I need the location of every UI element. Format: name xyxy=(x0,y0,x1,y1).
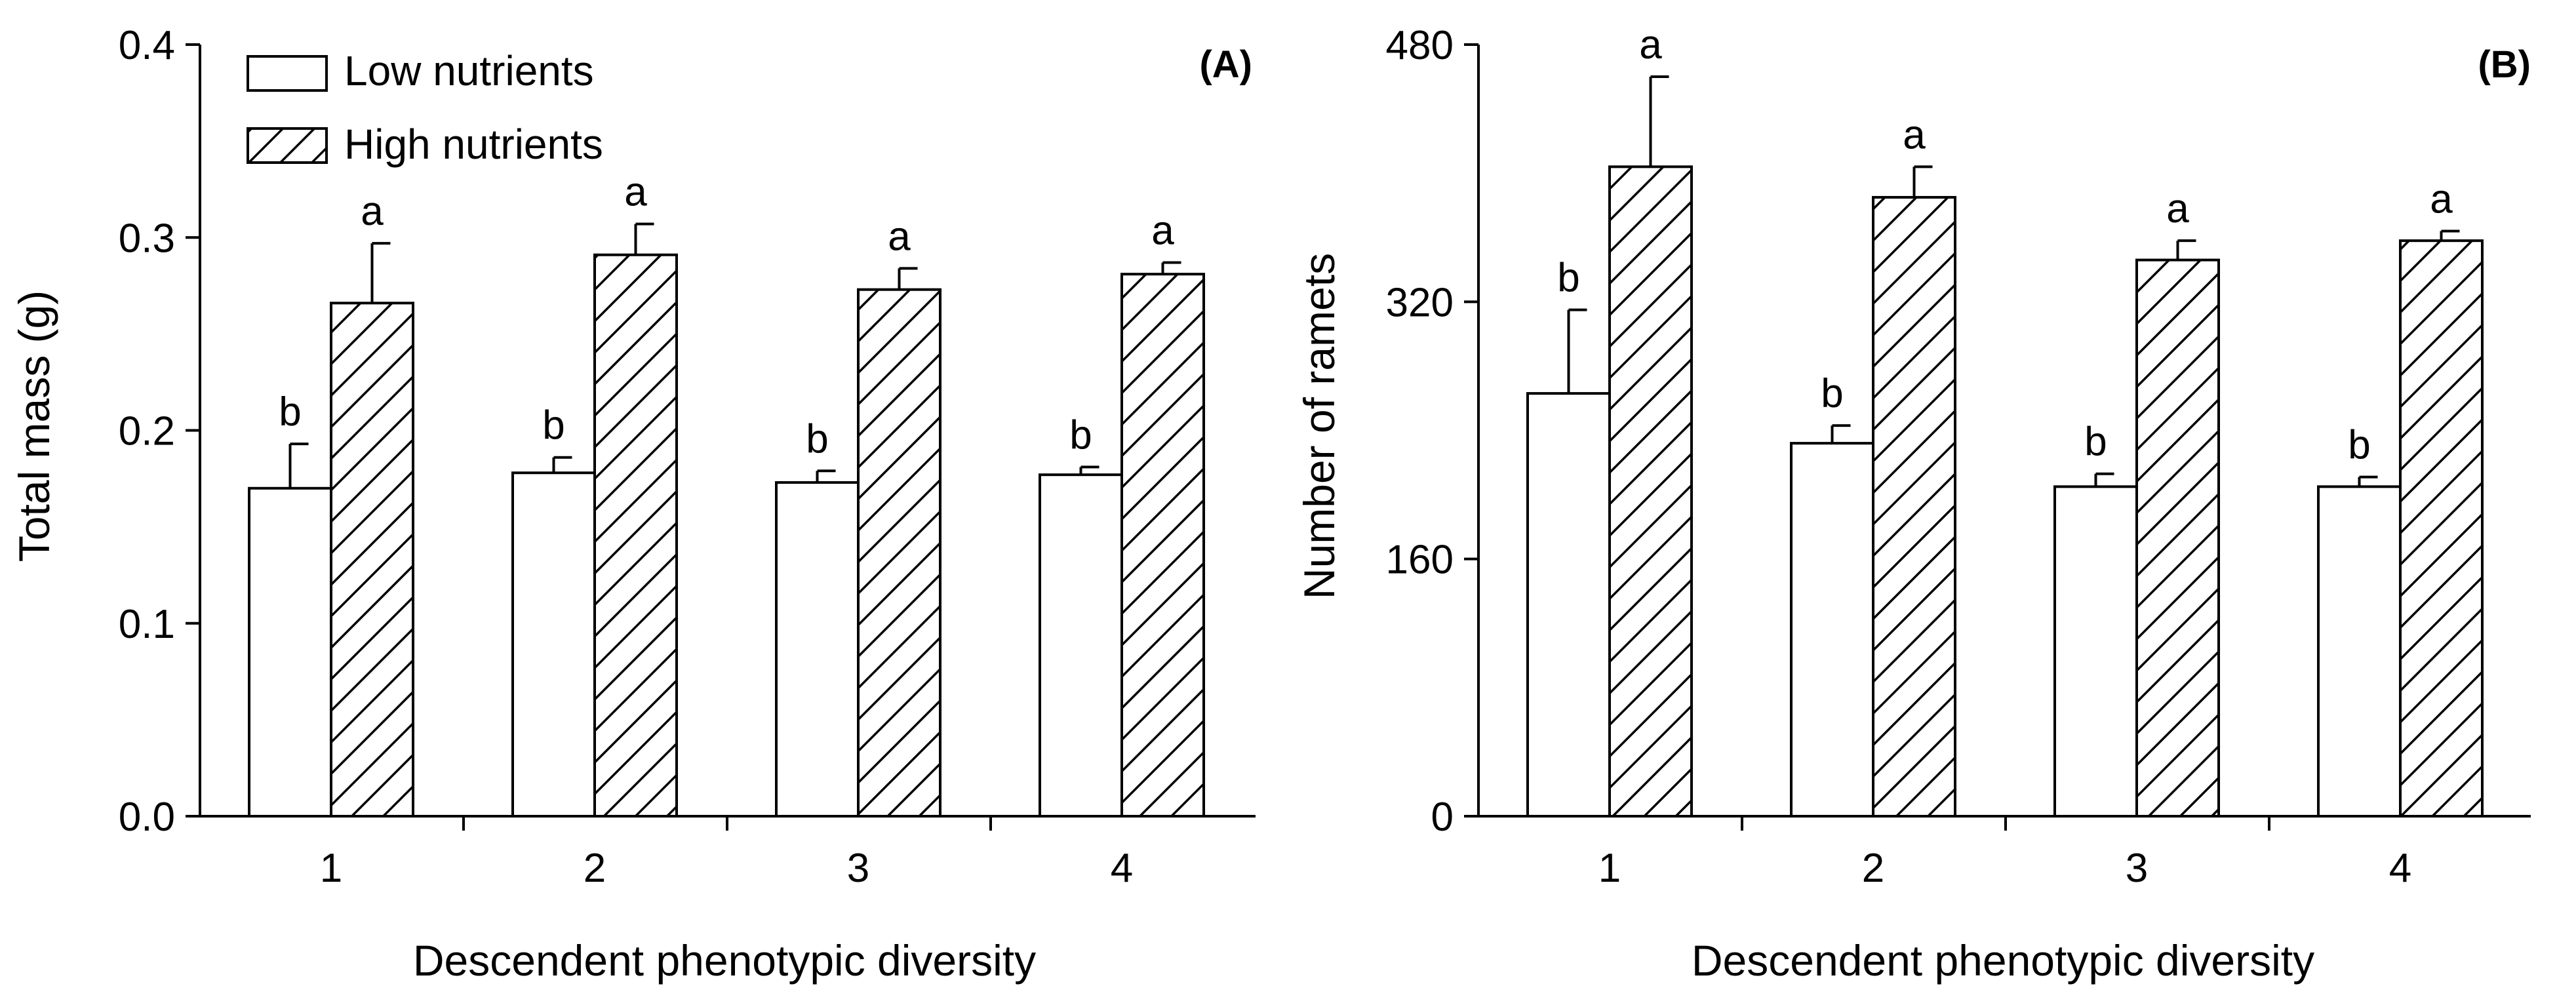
y-tick-label-a: 0.3 xyxy=(119,216,175,261)
bar-high-nutrients-b xyxy=(2135,258,2220,818)
significance-label-b: b xyxy=(1821,371,1843,416)
bar-low-nutrients-b xyxy=(1526,392,1611,818)
panel-b: (B) Number of ramets Descendent phenotyp… xyxy=(1295,22,2531,985)
significance-label-a: a xyxy=(888,214,911,259)
panel-a-label: (A) xyxy=(1199,43,1252,86)
significance-label-a: b xyxy=(279,389,301,435)
y-tick-label-b: 320 xyxy=(1386,280,1454,325)
significance-label-a: a xyxy=(624,170,647,215)
significance-label-a: b xyxy=(1069,412,1092,458)
significance-label-b: b xyxy=(1557,256,1579,301)
x-tick-label-a: 4 xyxy=(1111,846,1133,891)
bar-high-nutrients-b xyxy=(2399,239,2484,818)
significance-label-b: a xyxy=(2430,176,2453,222)
significance-label-b: a xyxy=(2166,186,2189,231)
significance-label-b: a xyxy=(1639,22,1662,68)
legend-swatch-high-nutrients xyxy=(247,127,328,164)
bar-low-nutrients-a xyxy=(775,481,860,818)
significance-label-a: b xyxy=(542,403,565,448)
bar-low-nutrients-b xyxy=(2053,485,2138,818)
y-tick-label-a: 0.0 xyxy=(119,795,175,840)
bar-low-nutrients-a xyxy=(511,471,596,818)
y-tick-label-a: 0.1 xyxy=(119,602,175,647)
x-axis-title-a: Descendent phenotypic diversity xyxy=(413,936,1036,985)
x-tick-label-b: 2 xyxy=(1862,846,1884,891)
y-axis-title-a: Total mass (g) xyxy=(10,290,58,562)
bar-low-nutrients-b xyxy=(1790,442,1874,818)
significance-label-b: b xyxy=(2348,423,2370,468)
bar-low-nutrients-a xyxy=(1039,473,1123,818)
legend-swatch-low-nutrients xyxy=(247,55,328,92)
bar-high-nutrients-b xyxy=(1608,165,1693,818)
x-tick-label-a: 3 xyxy=(847,846,869,891)
significance-label-b: b xyxy=(2084,420,2107,465)
y-tick-label-b: 480 xyxy=(1386,23,1454,68)
x-tick-label-b: 4 xyxy=(2389,846,2411,891)
bar-high-nutrients-a xyxy=(857,288,941,818)
significance-label-b: a xyxy=(1903,112,1926,157)
x-axis-title-b: Descendent phenotypic diversity xyxy=(1692,936,2314,985)
bar-low-nutrients-a xyxy=(248,486,332,818)
x-tick-label-a: 1 xyxy=(320,846,342,891)
bar-high-nutrients-a xyxy=(593,253,678,818)
x-tick-label-b: 1 xyxy=(1598,846,1621,891)
bar-high-nutrients-a xyxy=(1120,273,1205,818)
panel-b-label: (B) xyxy=(2478,43,2531,86)
bar-high-nutrients-a xyxy=(330,302,414,818)
x-tick-label-a: 2 xyxy=(584,846,606,891)
significance-label-a: a xyxy=(361,189,384,234)
y-tick-label-a: 0.4 xyxy=(119,23,175,68)
y-tick-label-b: 160 xyxy=(1386,538,1454,583)
y-tick-label-a: 0.2 xyxy=(119,409,175,454)
x-tick-label-b: 3 xyxy=(2126,846,2148,891)
bar-low-nutrients-b xyxy=(2317,485,2402,818)
y-tick-label-b: 0 xyxy=(1431,795,1454,840)
panel-a: (A) Low nutrients High nutrients Total m… xyxy=(10,23,1256,985)
significance-label-a: b xyxy=(806,416,828,462)
legend-label-low-nutrients: Low nutrients xyxy=(344,47,594,94)
legend: Low nutrients High nutrients xyxy=(247,47,603,168)
y-axis-title-b: Number of ramets xyxy=(1295,253,1343,599)
bar-high-nutrients-b xyxy=(1872,195,1956,818)
significance-label-a: a xyxy=(1151,208,1174,254)
legend-label-high-nutrients: High nutrients xyxy=(344,121,603,168)
